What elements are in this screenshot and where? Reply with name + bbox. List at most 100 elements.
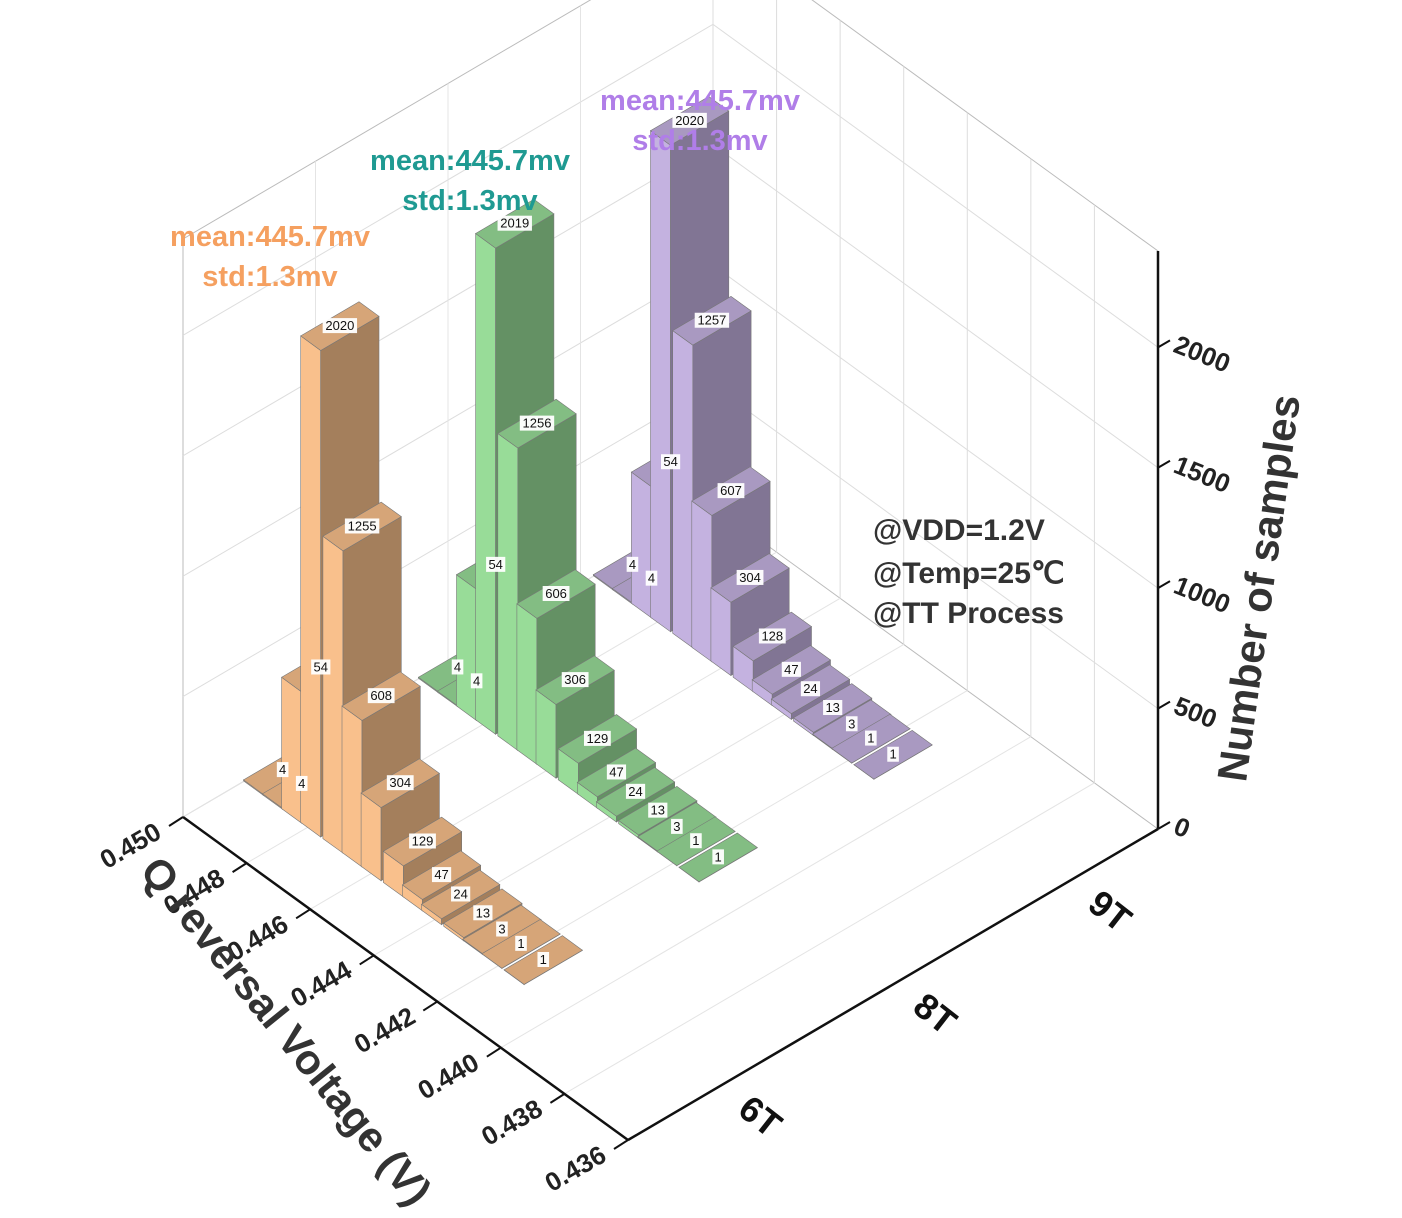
y-tick-mark (1157, 580, 1171, 590)
bar-value-label: 24 (625, 783, 646, 799)
value-label-bg (626, 556, 639, 572)
value-label-bg (712, 849, 724, 865)
bar-value-label: 24 (451, 886, 471, 902)
x-tick-label: 0.442 (349, 1001, 420, 1060)
x-tick-mark (359, 954, 375, 966)
category-label-8T: 8T (906, 984, 964, 1042)
bar-value-label: 4 (276, 762, 289, 778)
bar-value-label: 607 (717, 483, 745, 499)
bar-value-label: 4 (295, 775, 308, 791)
value-label-text: 2020 (675, 113, 704, 128)
bar-value-label: 1257 (694, 312, 730, 328)
value-label-bg (367, 688, 395, 704)
y-tick-label: 1500 (1170, 449, 1235, 498)
chart-annotations: mean:445.7mv std:1.3mv mean:445.7mv std:1.3… (170, 85, 800, 293)
bar-value-label: 1 (712, 849, 724, 865)
x-tick-mark (168, 816, 184, 827)
bar-value-label: 54 (311, 659, 331, 675)
category-label-6T: 6T (731, 1087, 789, 1145)
value-label-text: 24 (628, 784, 642, 799)
bar-value-label: 13 (823, 700, 843, 716)
condition-vdd: @VDD=1.2V (873, 514, 1045, 547)
value-label-bg (344, 518, 380, 534)
depth-axis-line (627, 827, 1159, 1142)
value-label-text: 4 (473, 673, 480, 688)
value-label-text: 4 (298, 776, 305, 791)
bar-value-label: 128 (758, 628, 786, 644)
value-label-bg (690, 833, 702, 849)
bar-value-label: 306 (561, 672, 589, 688)
value-label-bg (694, 312, 730, 328)
value-label-bg (887, 746, 899, 762)
bar-front-face (672, 330, 694, 649)
value-label-text: 54 (488, 557, 502, 572)
bar-value-label: 1 (515, 935, 527, 951)
bar-value-label: 1255 (344, 518, 380, 534)
value-label-bg (865, 730, 877, 746)
value-label-bg (451, 659, 464, 675)
value-label-bg (606, 764, 627, 780)
value-label-bg (758, 628, 786, 644)
bar-value-label: 1 (865, 730, 877, 746)
value-label-text: 3 (673, 819, 680, 834)
value-label-bg (431, 867, 452, 883)
value-label-bg (648, 802, 668, 818)
y-tick-mark (1157, 459, 1171, 469)
y-tick-label: 2000 (1170, 329, 1235, 378)
value-label-text: 1257 (697, 313, 726, 328)
x-tick-mark (295, 908, 311, 920)
bar-value-label: 3 (845, 716, 858, 732)
value-label-bg (781, 661, 801, 677)
value-label-text: 54 (314, 659, 328, 674)
value-label-bg (276, 762, 289, 778)
value-label-bg (486, 556, 506, 572)
value-label-bg (470, 673, 483, 689)
mean-annotation-9T: mean:445.7mv (600, 85, 800, 117)
bar-value-label: 3 (671, 818, 683, 834)
x-tick-label: 0.436 (540, 1139, 611, 1198)
x-axis-line (182, 815, 629, 1142)
value-label-bg (311, 659, 331, 675)
bar-front-face (300, 335, 322, 838)
bar-front-face (535, 689, 557, 779)
bar-value-label: 304 (386, 775, 414, 791)
y-tick-label: 1000 (1170, 570, 1235, 619)
x-tick-label: 0.438 (476, 1093, 547, 1152)
value-label-text: 129 (587, 731, 609, 746)
value-label-bg (386, 775, 414, 791)
value-label-bg (625, 783, 646, 799)
bar-front-face (475, 232, 496, 735)
value-label-text: 129 (412, 833, 434, 848)
bar-value-label: 54 (486, 556, 506, 572)
std-annotation-9T: std:1.3mv (632, 125, 767, 157)
value-label-text: 54 (663, 454, 677, 469)
bar-value-label: 4 (626, 556, 639, 572)
value-label-bg (473, 905, 493, 921)
condition-process: @TT Process (873, 597, 1064, 630)
value-label-text: 304 (389, 775, 411, 790)
category-label-9T: 9T (1081, 882, 1139, 940)
value-label-bg (660, 454, 681, 470)
y-tick-mark (1157, 339, 1171, 349)
value-label-text: 4 (279, 762, 286, 777)
bar-front-face (456, 574, 477, 722)
value-label-bg (451, 886, 471, 902)
bar-front-face (497, 432, 519, 752)
bar-value-label: 2019 (497, 215, 532, 231)
y-tick-mark (1157, 700, 1171, 710)
bar-value-label: 2020 (322, 318, 358, 334)
value-label-bg (496, 921, 508, 937)
value-label-text: 24 (453, 886, 467, 901)
gridline-floor (500, 736, 1032, 1049)
value-label-text: 1 (889, 747, 896, 762)
x-tick-mark (549, 1093, 565, 1104)
value-label-bg (537, 951, 550, 967)
bar-value-label: 1 (887, 746, 899, 762)
value-label-bg (645, 570, 658, 586)
bar-front-face (341, 705, 363, 868)
chart-bars (242, 96, 933, 986)
x-tick-mark (422, 1000, 438, 1012)
bar-value-label: 1256 (519, 415, 555, 431)
value-label-bg (497, 215, 532, 231)
value-label-text: 1 (692, 833, 699, 848)
